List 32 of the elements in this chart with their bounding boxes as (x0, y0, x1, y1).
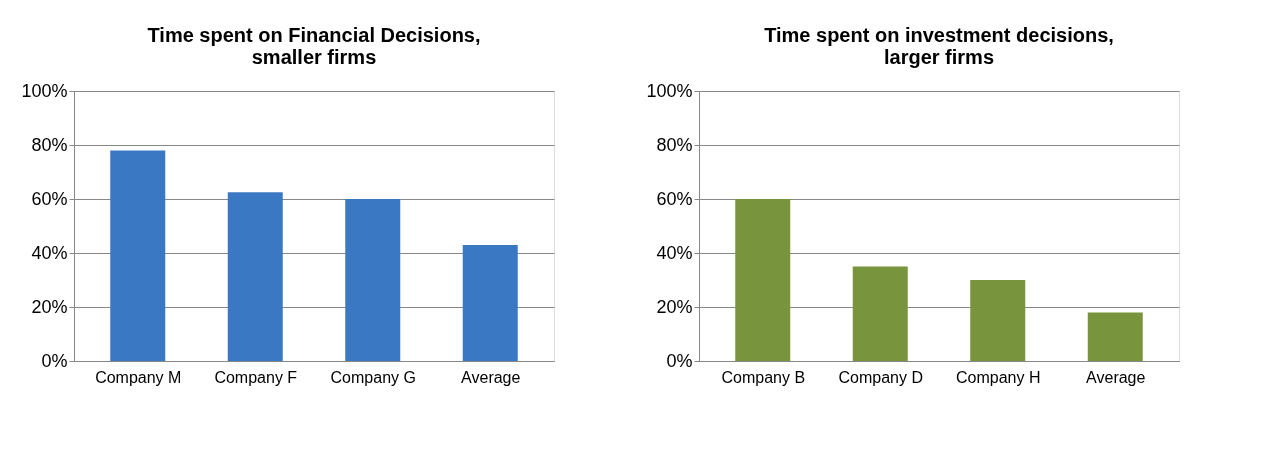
bar (1087, 312, 1143, 361)
bar (110, 150, 166, 361)
y-tick-label: 80% (31, 134, 68, 155)
bar (345, 199, 401, 361)
x-tick-label: Average (461, 368, 521, 386)
x-tick-label: Company B (721, 368, 806, 386)
y-tick-label: 100% (21, 80, 68, 101)
x-tick-label: Company H (956, 368, 1041, 386)
y-tick-label: 0% (41, 350, 68, 371)
y-tick-label: 20% (31, 296, 68, 317)
y-tick-label: 40% (31, 242, 68, 263)
y-tick-label: 60% (656, 188, 693, 209)
text: larger firms (883, 46, 995, 68)
text: smaller firms (251, 46, 377, 68)
x-tick-label: Average (1086, 368, 1146, 386)
text: Time spent on Financial Decisions, (147, 24, 481, 46)
bar (735, 199, 791, 361)
y-tick-label: 0% (666, 350, 693, 371)
x-tick-label: Company D (838, 368, 923, 386)
y-tick-label: 20% (656, 296, 693, 317)
x-tick-label: Company F (214, 368, 298, 386)
x-tick-label: Company G (330, 368, 416, 386)
bar (852, 266, 908, 361)
bar (462, 244, 518, 361)
y-tick-label: 100% (646, 80, 693, 101)
bar (970, 280, 1026, 361)
y-tick-label: 60% (31, 188, 68, 209)
bar (227, 192, 283, 361)
text: Time spent on investment decisions, (764, 24, 1114, 46)
y-tick-label: 80% (656, 134, 693, 155)
x-tick-label: Company M (95, 368, 182, 386)
y-tick-label: 40% (656, 242, 693, 263)
